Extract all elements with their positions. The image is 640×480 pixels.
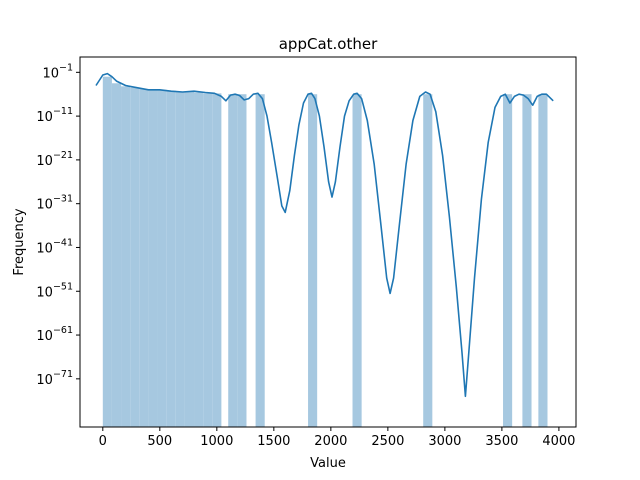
y-axis-ticks: 10−1 10−11 10−21 10−31 10−41 10−51 10−61 10−71 (36, 62, 80, 388)
histogram-bar (228, 94, 237, 427)
x-tick-label: 1500 (257, 434, 290, 449)
histogram-bar (237, 94, 246, 427)
x-tick-label: 3500 (485, 434, 518, 449)
histogram-bars (103, 77, 548, 427)
x-tick-label: 1000 (200, 434, 233, 449)
histogram-bar (158, 90, 167, 427)
histogram-bar (121, 86, 130, 427)
histogram-bar (194, 92, 203, 427)
y-tick-label: 10−71 (36, 369, 73, 388)
x-axis-label: Value (310, 456, 346, 471)
histogram-bar (130, 88, 139, 427)
histogram-bar (308, 94, 317, 427)
chart-title: appCat.other (279, 35, 378, 53)
histogram-bar (103, 77, 112, 427)
histogram-bar (503, 94, 512, 427)
histogram-bar (176, 92, 185, 427)
histogram-bar (203, 93, 212, 427)
histogram-bar (185, 92, 194, 427)
y-tick-label: 10−51 (36, 281, 73, 300)
histogram-bar (522, 94, 531, 427)
x-tick-label: 4000 (542, 434, 575, 449)
y-tick-label: 10−1 (42, 62, 73, 81)
y-tick-label: 10−61 (36, 325, 73, 344)
histogram-bar (139, 89, 148, 427)
x-tick-label: 3000 (428, 434, 461, 449)
y-axis-label: Frequency (12, 208, 27, 275)
histogram-bar (148, 90, 157, 427)
histogram-bar (167, 91, 176, 427)
y-tick-label: 10−31 (36, 194, 73, 213)
histogram-bar (256, 94, 265, 427)
y-tick-label: 10−41 (36, 237, 73, 256)
histogram-bar (112, 83, 121, 427)
x-tick-label: 500 (147, 434, 172, 449)
y-tick-label: 10−21 (36, 150, 73, 169)
x-axis-ticks: 0 500 1000 1500 2000 2500 3000 3500 4000 (99, 427, 576, 449)
histogram-bar (538, 94, 547, 427)
x-tick-label: 2500 (371, 434, 404, 449)
x-tick-label: 2000 (314, 434, 347, 449)
y-tick-label: 10−11 (36, 106, 73, 125)
x-tick-label: 0 (99, 434, 107, 449)
histogram-bar (353, 94, 362, 427)
histogram-bar (423, 94, 432, 427)
histogram-bar (212, 93, 221, 427)
